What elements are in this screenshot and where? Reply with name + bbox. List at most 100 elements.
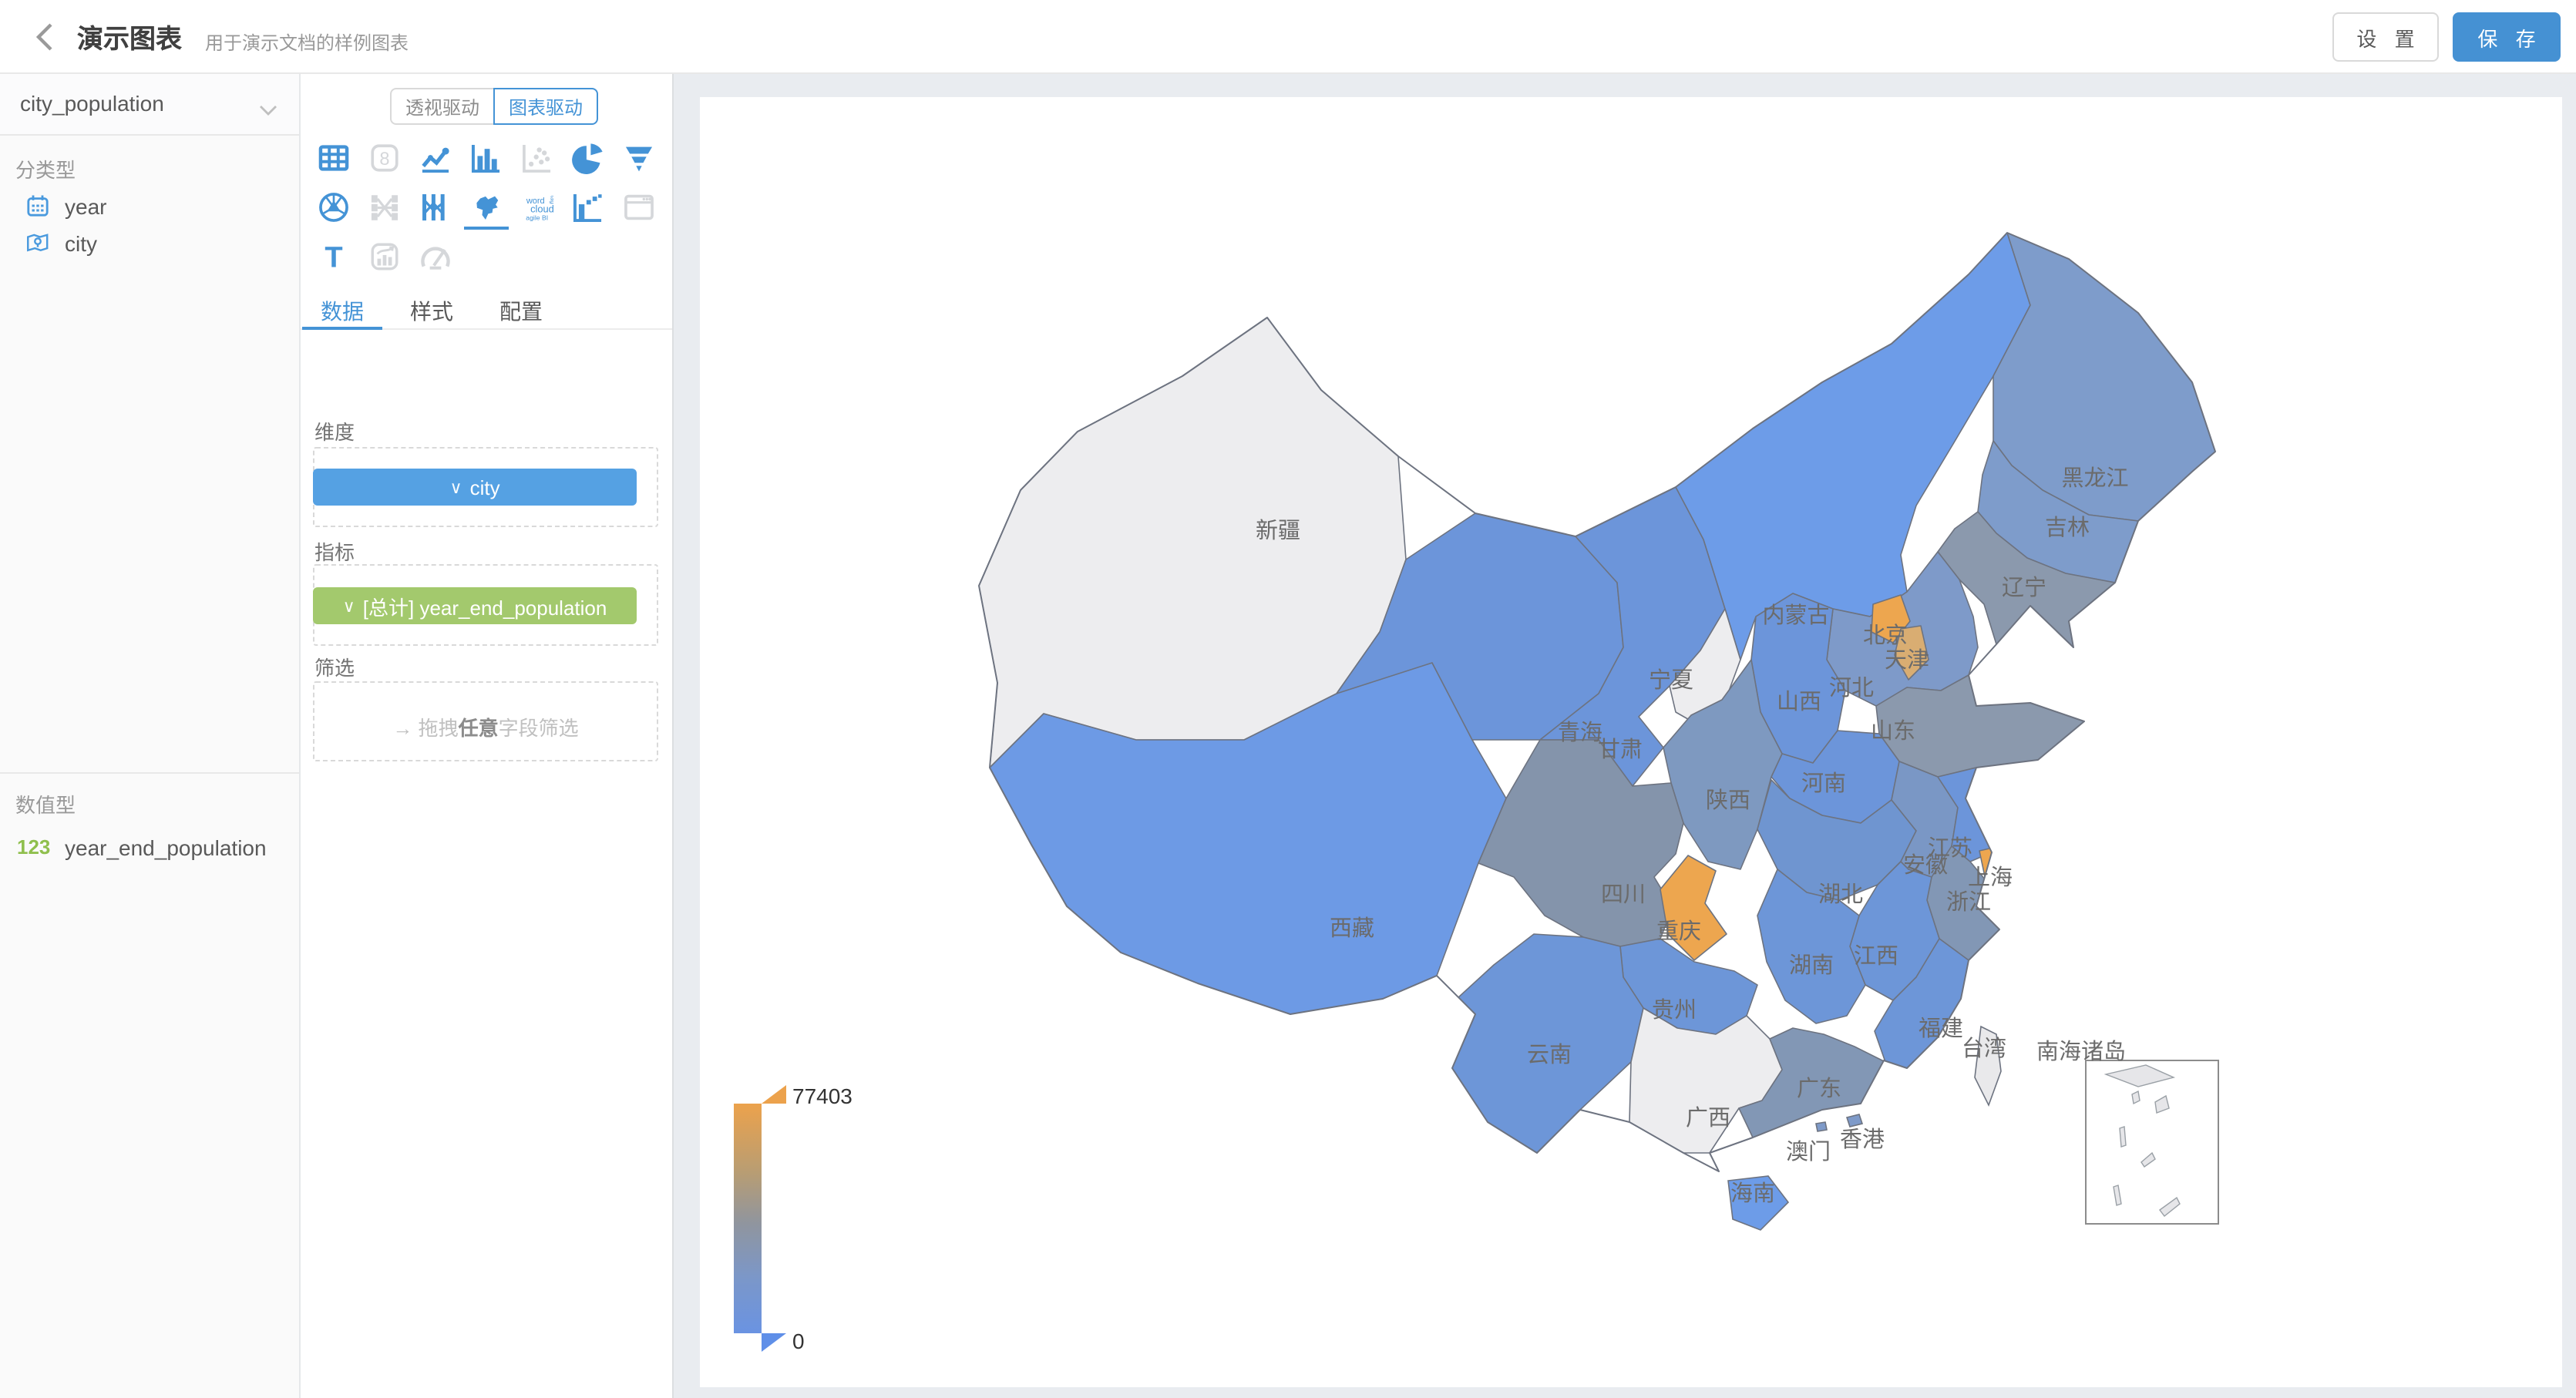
- map-label: 云南: [1527, 1042, 1572, 1067]
- field-label: city: [65, 231, 97, 256]
- tab-style[interactable]: 样式: [410, 299, 453, 324]
- svg-text:word: word: [526, 196, 545, 205]
- map-label: 湖南: [1789, 953, 1834, 978]
- wordcloud-chart-icon[interactable]: word cloud agile BI tag: [512, 182, 563, 231]
- map-label: 湖北: [1818, 882, 1863, 907]
- chip-label: city: [469, 476, 500, 499]
- categorical-section-label: 分类型: [15, 159, 76, 182]
- filter-dropzone[interactable]: → 拖拽任意字段筛选: [313, 681, 658, 761]
- field-year-end-population[interactable]: 123 year_end_population: [0, 829, 299, 866]
- map-label: 河北: [1829, 676, 1874, 701]
- field-city[interactable]: city: [0, 225, 299, 262]
- pivot-driven-toggle[interactable]: 透视驱动: [390, 88, 496, 125]
- map-label: 宁夏: [1649, 667, 1693, 693]
- map-region-chongqing[interactable]: [1660, 855, 1727, 961]
- south-sea-inset-box: [2085, 1060, 2219, 1225]
- map-label: 安徽: [1903, 852, 1948, 878]
- map-label: 贵州: [1652, 997, 1697, 1023]
- map-label: 福建: [1919, 1016, 1963, 1041]
- parallel-chart-icon[interactable]: [410, 182, 461, 231]
- calendar-icon: [26, 194, 49, 217]
- map-label: 江苏: [1928, 835, 1972, 861]
- sankey-chart-icon[interactable]: [359, 182, 410, 231]
- map-label: 山西: [1777, 690, 1821, 714]
- map-region-hongkong[interactable]: [1845, 1114, 1864, 1127]
- field-label: year_end_population: [65, 835, 267, 860]
- chart-preview-area: 新疆 西藏 青海 甘肃 内蒙古 宁夏 黑龙江 吉林 辽宁 河北 山西 山东 河南 陕西 四川 湖北 安徽 江苏 浙江…: [674, 74, 2576, 1398]
- map-label: 广东: [1797, 1076, 1841, 1101]
- map-region-tianjin[interactable]: [1894, 625, 1929, 681]
- map-region-hunan[interactable]: [1757, 869, 1866, 1024]
- funnel-chart-icon[interactable]: [614, 133, 664, 182]
- map-label: 浙江: [1946, 889, 1991, 915]
- iframe-chart-icon[interactable]: [614, 182, 664, 231]
- dimension-label: 维度: [314, 421, 355, 444]
- back-button[interactable]: [28, 18, 65, 55]
- chart-driven-toggle[interactable]: 图表驱动: [493, 88, 599, 125]
- map-region-macau[interactable]: [1815, 1121, 1828, 1132]
- metric-label: 指标: [314, 541, 355, 564]
- arrow-right-icon: →: [392, 717, 413, 740]
- map-region-hainan[interactable]: [1727, 1175, 1790, 1231]
- dimension-chip-city[interactable]: ∨ city: [313, 469, 637, 506]
- map-label: 甘肃: [1598, 737, 1643, 762]
- map-label: 吉林: [2045, 515, 2090, 540]
- chevron-down-icon: [259, 97, 277, 116]
- svg-text:agile BI: agile BI: [526, 213, 548, 220]
- chevron-down-icon: ∨: [342, 597, 355, 616]
- pie-chart-icon[interactable]: [563, 133, 614, 182]
- settings-button[interactable]: 设 置: [2332, 12, 2439, 62]
- dataset-selector[interactable]: city_population: [0, 74, 299, 136]
- combo-chart-icon[interactable]: [359, 231, 410, 281]
- svg-text:8: 8: [379, 149, 389, 169]
- gauge-chart-icon[interactable]: [410, 231, 461, 281]
- map-region-sichuan[interactable]: [1478, 739, 1684, 947]
- dataset-sidebar: city_population 分类型 year city 数值型 123 ye…: [0, 74, 301, 1398]
- map-label: 天津: [1885, 648, 1929, 673]
- visualmap-min-label: 0: [792, 1329, 805, 1353]
- bar-chart-icon[interactable]: [461, 133, 512, 182]
- table-chart-icon[interactable]: [308, 133, 359, 182]
- numeric-123-icon: 123: [17, 835, 51, 859]
- metric-chip-population[interactable]: ∨ [总计] year_end_population: [313, 587, 637, 624]
- scatter-chart-icon[interactable]: [512, 133, 563, 182]
- text-chart-icon[interactable]: T: [308, 231, 359, 281]
- numeric-section-label: 数值型: [15, 794, 76, 817]
- china-map-chart-icon[interactable]: [461, 182, 512, 231]
- visualmap-max-label: 77403: [792, 1084, 853, 1108]
- map-region-ningxia[interactable]: [1669, 608, 1741, 725]
- map-label: 陕西: [1706, 788, 1750, 813]
- chevron-down-icon: ∨: [449, 479, 462, 497]
- map-label: 南海诸岛: [2036, 1039, 2126, 1064]
- mode-toggle: 透视驱动 图表驱动: [390, 88, 599, 125]
- map-label: 海南: [1730, 1181, 1775, 1206]
- svg-text:tag: tag: [549, 195, 553, 203]
- page-title: 演示图表: [77, 25, 182, 54]
- map-region-taiwan[interactable]: [1974, 1025, 2002, 1107]
- svg-text:cloud: cloud: [530, 202, 553, 213]
- map-label: 山东: [1871, 718, 1915, 744]
- save-button[interactable]: 保 存: [2453, 12, 2561, 62]
- section-divider: [0, 772, 299, 774]
- map-label: 澳门: [1786, 1139, 1831, 1164]
- map-label: 河南: [1801, 771, 1846, 796]
- field-year[interactable]: year: [0, 188, 299, 225]
- radar-chart-icon[interactable]: [308, 182, 359, 231]
- tab-config[interactable]: 配置: [499, 299, 543, 324]
- waterfall-chart-icon[interactable]: [563, 182, 614, 231]
- map-label: 青海: [1558, 720, 1602, 745]
- chart-type-grid: 8 word cloud agile BI tag T: [308, 133, 664, 281]
- tab-data[interactable]: 数据: [302, 296, 382, 330]
- map-pin-icon: [26, 231, 49, 254]
- field-label: year: [65, 194, 107, 219]
- line-chart-icon[interactable]: [410, 133, 461, 182]
- scorecard-chart-icon[interactable]: 8: [359, 133, 410, 182]
- visualmap-gradient-bar[interactable]: [734, 1104, 762, 1333]
- page-subtitle: 用于演示文档的样例图表: [205, 32, 409, 54]
- map-label: 江西: [1854, 944, 1898, 969]
- map-label: 西藏: [1330, 916, 1374, 941]
- map-label: 内蒙古: [1762, 603, 1829, 628]
- map-label: 广西: [1686, 1105, 1730, 1131]
